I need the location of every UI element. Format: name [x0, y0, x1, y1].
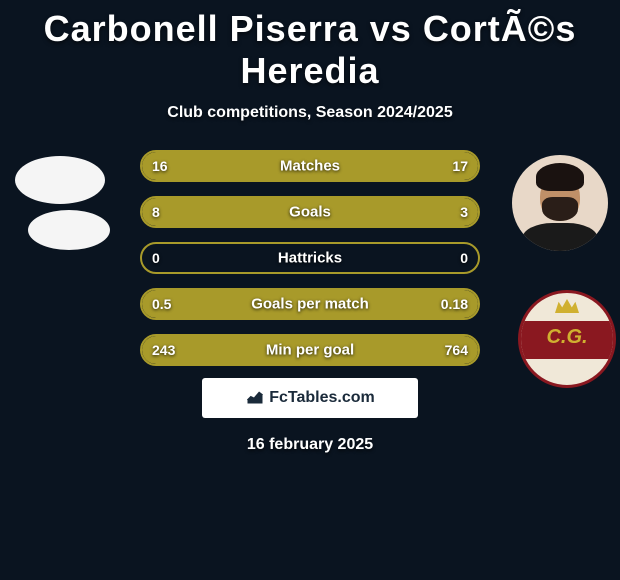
page-title: Carbonell Piserra vs CortÃ©s Heredia — [0, 8, 620, 92]
bar-row: 8 Goals 3 — [140, 196, 480, 228]
bar-row: 16 Matches 17 — [140, 150, 480, 182]
bar-value-right: 3 — [460, 204, 468, 220]
bar-value-left: 8 — [152, 204, 160, 220]
bar-label: Goals per match — [251, 296, 369, 313]
bar-value-left: 0 — [152, 250, 160, 266]
bars-container: 16 Matches 17 8 Goals 3 0 Hattricks 0 0.5 Goals pe… — [140, 150, 480, 380]
club-left-badge — [28, 210, 110, 250]
bar-label: Goals — [289, 204, 331, 221]
comparison-chart: C.G. 16Matches178Goals30Hattricks00.5Goa… — [0, 150, 620, 370]
chart-icon — [245, 386, 265, 411]
subtitle: Club competitions, Season 2024/2025 — [0, 104, 620, 122]
bar-value-left: 0.5 — [152, 296, 171, 312]
bar-row: 0 Hattricks 0 — [140, 242, 480, 274]
bar-row: 0.5 Goals per match 0.18 — [140, 288, 480, 320]
brand-text: FcTables.com — [269, 389, 375, 407]
date-text: 16 february 2025 — [0, 436, 620, 454]
bar-label: Hattricks — [278, 250, 342, 267]
bar-row: 243 Min per goal 764 — [140, 334, 480, 366]
bar-value-right: 0.18 — [441, 296, 468, 312]
player-right-avatar — [512, 155, 608, 251]
bar-value-right: 764 — [445, 342, 468, 358]
club-right-badge: C.G. — [518, 290, 616, 388]
bar-label: Min per goal — [266, 342, 354, 359]
bar-value-right: 0 — [460, 250, 468, 266]
player-left-avatar — [15, 156, 105, 204]
bar-fill-left — [142, 198, 377, 226]
bar-value-right: 17 — [452, 158, 468, 174]
bar-label: Matches — [280, 158, 340, 175]
brand-badge[interactable]: FcTables.com — [202, 378, 418, 418]
bar-value-left: 243 — [152, 342, 175, 358]
bar-value-left: 16 — [152, 158, 168, 174]
comparison-widget: Carbonell Piserra vs CortÃ©s Heredia Clu… — [0, 0, 620, 454]
